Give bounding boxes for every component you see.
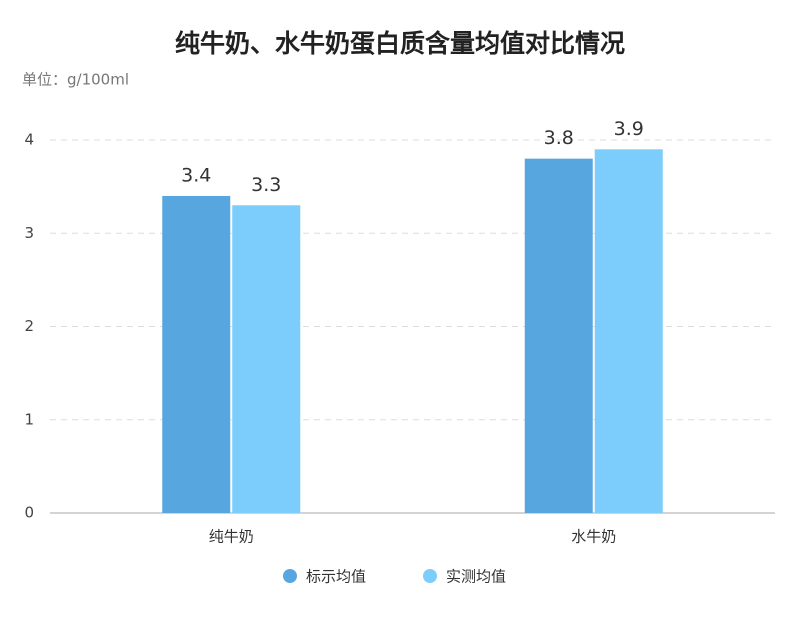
value-label: 3.8: [544, 127, 574, 149]
y-tick-label: 1: [24, 410, 34, 428]
y-tick-label: 0: [24, 504, 34, 522]
bar: [594, 149, 663, 513]
x-tick-label: 水牛奶: [571, 528, 616, 546]
value-label: 3.4: [181, 164, 211, 186]
chart-title: 纯牛奶、水牛奶蛋白质含量均值对比情况: [175, 29, 625, 58]
y-tick-label: 2: [24, 317, 34, 335]
legend-marker: [423, 569, 437, 583]
y-tick-label: 3: [24, 224, 34, 242]
bar: [162, 195, 231, 513]
y-tick-label: 4: [24, 131, 34, 149]
bar: [524, 158, 593, 513]
legend-marker: [283, 569, 297, 583]
legend-label: 实测均值: [446, 568, 506, 586]
bar: [232, 205, 301, 513]
value-label: 3.9: [614, 118, 644, 140]
legend-label: 标示均值: [306, 568, 366, 586]
value-label: 3.3: [251, 174, 281, 196]
x-tick-label: 纯牛奶: [209, 528, 254, 546]
chart-subtitle: 单位：g/100ml: [22, 71, 129, 89]
